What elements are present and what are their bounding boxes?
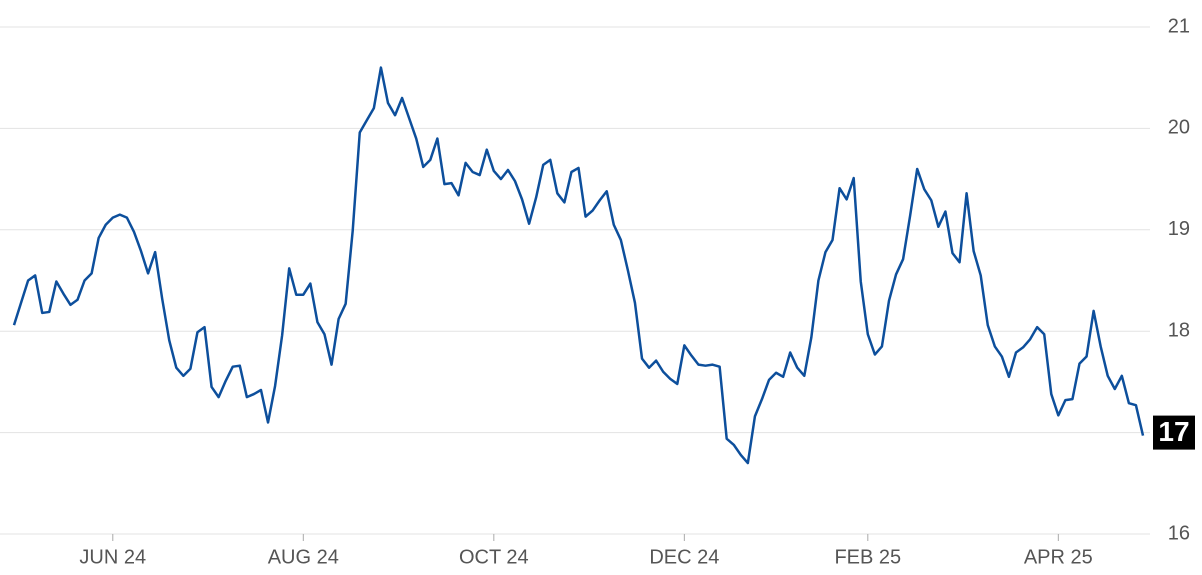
y-tick-label: 18 [1168, 319, 1190, 341]
last-value-box [1153, 415, 1195, 450]
x-tick-label: JUN 24 [79, 546, 146, 568]
price-line [12, 66, 1145, 465]
x-tick-label: DEC 24 [649, 546, 719, 568]
y-tick-label: 21 [1168, 15, 1190, 37]
x-tick-label: OCT 24 [459, 546, 529, 568]
y-tick-label: 19 [1168, 218, 1190, 240]
y-tick-label: 20 [1168, 117, 1190, 139]
x-tick-label: FEB 25 [834, 546, 901, 568]
x-tick-label: APR 25 [1024, 546, 1093, 568]
y-tick-label: 17 [1158, 416, 1189, 447]
x-tick-label: AUG 24 [268, 546, 339, 568]
y-tick-label: 16 [1168, 522, 1190, 544]
